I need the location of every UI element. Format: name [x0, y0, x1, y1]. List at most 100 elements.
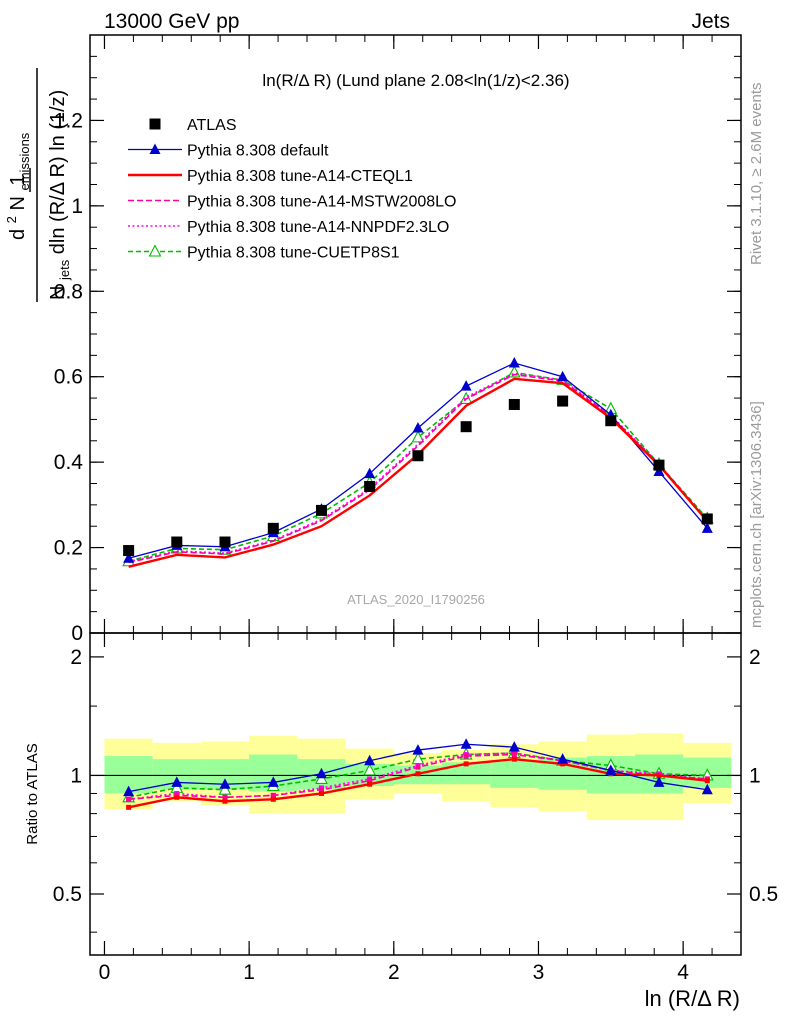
ratio-point-default	[171, 776, 183, 787]
x-tick-label: 0	[99, 961, 111, 984]
ratio-y-tick-label: 1	[70, 764, 82, 787]
point-atlas	[267, 522, 279, 534]
ratio-point-default	[219, 778, 231, 789]
main-y-tick-label: 0	[71, 622, 83, 645]
jets-label: Jets	[691, 10, 730, 33]
point-default	[557, 370, 569, 382]
legend-entry-cuetp8s1: Pythia 8.308 tune-CUETP8S1	[128, 244, 400, 262]
ylabel-top-sub: emissions	[17, 132, 32, 190]
main-y-tick-label: 1	[71, 195, 83, 218]
ratio-point-default	[605, 764, 617, 775]
legend-label-nnpdf: Pythia 8.308 tune-A14-NNPDF2.3LO	[187, 219, 449, 236]
legend-entry-nnpdf: Pythia 8.308 tune-A14-NNPDF2.3LO	[128, 219, 449, 236]
point-atlas	[653, 459, 665, 471]
ratio-point-default	[267, 776, 279, 787]
ratio-point-cteql1	[656, 772, 662, 778]
main-panel: ln(R/Δ R) (Lund plane 2.08<ln(1/z)<2.36)…	[0, 34, 742, 645]
ratio-point-cteql1	[126, 804, 132, 810]
main-y-tick-label: 0.8	[54, 280, 83, 303]
legend-label-atlas: ATLAS	[187, 117, 237, 134]
series-nnpdf	[128, 372, 708, 563]
point-atlas	[701, 513, 713, 525]
main-plot-title: ln(R/Δ R) (Lund plane 2.08<ln(1/z)<2.36)	[262, 71, 569, 90]
ratio-y-tick-label-right: 2	[749, 646, 761, 669]
ratio-series-group	[122, 738, 714, 810]
ratio-point-mstw	[463, 753, 469, 759]
ratio-point-cteql1	[415, 771, 421, 777]
series-cuetp8s1	[122, 365, 714, 567]
ratio-y-tick-label: 2	[70, 646, 82, 669]
ylabel-bottom-rest: dln (R/Δ R) ln (1/z)	[47, 90, 69, 255]
ratio-panel: 0.5 0.5 1 1 2 2 0 1 2 3 4 Ratio to ATLAS ln (R/Δ R…	[24, 632, 778, 1011]
ratio-point-cteql1	[463, 761, 469, 767]
series-atlas	[123, 395, 713, 557]
legend-entry-atlas: ATLAS	[149, 117, 237, 134]
point-default	[364, 467, 376, 479]
band-inner-bin	[441, 762, 491, 785]
point-atlas	[605, 415, 617, 427]
legend-entry-mstw: Pythia 8.308 tune-A14-MSTW2008LO	[128, 194, 456, 211]
main-y-axis-label: 1 d 2 N emissions N jets dln (R/Δ R) ln …	[0, 68, 72, 302]
ratio-y-tick-label-right: 0.5	[749, 883, 778, 906]
ylabel-numerator: d 2 N emissions	[0, 132, 32, 240]
legend-label-cteql1: Pythia 8.308 tune-A14-CTEQL1	[187, 168, 413, 185]
ratio-y-axis-label: Ratio to ATLAS	[24, 743, 41, 844]
legend-label-mstw: Pythia 8.308 tune-A14-MSTW2008LO	[187, 194, 456, 211]
legend-entry-default: Pythia 8.308 default	[128, 143, 329, 160]
point-cuetp8s1	[411, 430, 425, 443]
ratio-point-cuetp8s1	[363, 763, 377, 776]
ratio-axis-ticks: 0.5 0.5 1 1 2 2 0 1 2 3 4	[53, 633, 778, 984]
point-atlas	[364, 480, 376, 492]
ratio-point-mstw	[367, 778, 373, 784]
point-atlas	[123, 545, 135, 557]
ratio-series-default	[123, 738, 713, 797]
legend-entry-cteql1: Pythia 8.308 tune-A14-CTEQL1	[128, 168, 413, 185]
point-default	[653, 465, 665, 477]
point-atlas	[171, 536, 183, 548]
ylabel-bottom-sub: jets	[57, 259, 72, 281]
main-y-tick-label: 0.2	[54, 537, 83, 560]
ratio-point-default	[701, 783, 713, 795]
main-y-tick-label: 0.4	[54, 451, 84, 474]
legend: ATLAS Pythia 8.308 default Pythia 8.308 tu…	[128, 117, 456, 262]
point-default	[701, 522, 713, 533]
energy-label: 13000 GeV pp	[104, 10, 239, 33]
ratio-point-default	[123, 785, 135, 797]
series-line-cteql1	[128, 377, 709, 568]
ratio-point-mstw	[270, 792, 276, 798]
point-atlas	[460, 421, 472, 433]
ylabel-top-N: N	[7, 196, 29, 210]
ratio-point-default	[412, 744, 424, 755]
legend-marker-default	[149, 143, 161, 154]
x-axis-label: ln (R/Δ R)	[645, 986, 740, 1011]
ratio-plot-frame	[89, 632, 742, 956]
ratio-point-cteql1	[270, 796, 276, 802]
point-default	[460, 380, 472, 391]
main-y-tick-label: 1.2	[54, 109, 83, 132]
band-inner-bin	[490, 760, 539, 788]
mcplots-label: mcplots.cern.ch [arXiv:1306.3436]	[748, 401, 765, 628]
ratio-point-mstw	[318, 787, 324, 793]
ratio-point-default	[508, 741, 520, 752]
x-tick-label: 1	[243, 961, 255, 984]
ratio-y-tick-label: 0.5	[53, 883, 82, 906]
main-y-tick-label: 0.6	[54, 366, 83, 389]
legend-label-default: Pythia 8.308 default	[187, 143, 329, 160]
ratio-point-mstw	[222, 794, 228, 800]
point-default	[508, 357, 520, 368]
ratio-point-default	[557, 753, 569, 764]
rivet-label: Rivet 3.1.10, ≥ 2.6M events	[748, 83, 765, 266]
series-line-mstw	[128, 373, 708, 564]
x-tick-label: 4	[677, 961, 689, 984]
ylabel-bottom-N: N	[47, 286, 69, 300]
point-default	[123, 552, 135, 563]
ylabel-top-d: d	[7, 229, 29, 240]
series-cteql1	[128, 377, 709, 568]
point-atlas	[557, 395, 569, 407]
legend-marker-atlas	[149, 118, 161, 130]
ratio-point-cteql1	[704, 778, 710, 784]
series-line-nnpdf	[128, 372, 708, 563]
ratio-point-mstw	[415, 764, 421, 770]
ratio-point-mstw	[511, 752, 517, 758]
